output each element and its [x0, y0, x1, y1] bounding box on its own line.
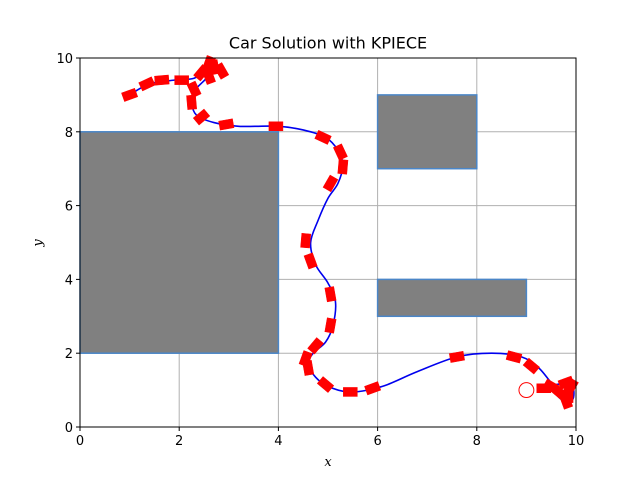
y-tick-label: 6	[65, 200, 73, 215]
axes-frame	[79, 57, 577, 428]
y-axis-label: y	[31, 239, 46, 248]
y-tick-label: 8	[65, 126, 73, 141]
x-tick-label: 2	[175, 434, 183, 449]
y-tick-label: 2	[65, 347, 73, 362]
car-state-marker	[333, 143, 348, 161]
car-state-marker	[218, 118, 235, 131]
plot-area: 0 2 4 6 8 10 0 2 4 6 8 10	[56, 52, 584, 449]
x-tick-label: 10	[568, 434, 585, 449]
car-state-marker	[322, 174, 339, 193]
car-state-marker	[522, 357, 540, 375]
car-state-marker	[174, 75, 189, 85]
goal-region	[518, 382, 535, 399]
car-state-marker	[268, 121, 284, 132]
car-state-marker	[505, 350, 523, 364]
car-state-marker	[186, 94, 197, 110]
car-state-marker	[324, 317, 337, 334]
car-state-marker	[307, 337, 324, 355]
car-state-marker	[557, 375, 575, 390]
y-tick-label: 4	[65, 273, 73, 288]
car-state-marker	[192, 108, 211, 126]
car-state-marker	[302, 359, 315, 376]
car-state-marker	[186, 80, 202, 98]
chart-title: Car Solution with KPIECE	[229, 34, 427, 53]
car-state-marker	[121, 87, 139, 102]
car-state-marker	[154, 74, 170, 86]
car-state-marker	[202, 68, 216, 85]
x-tick-label: 6	[373, 434, 381, 449]
x-axis-label: x	[324, 455, 332, 470]
car-state-marker	[448, 350, 465, 363]
car-state-marker	[316, 376, 335, 393]
x-tick-label: 4	[274, 434, 282, 449]
y-tick-label: 0	[65, 421, 73, 436]
x-tick-label: 8	[473, 434, 481, 449]
car-state-marker	[213, 62, 230, 80]
x-tick-label: 0	[76, 434, 84, 449]
car-state-marker	[138, 76, 156, 92]
y-tick-label: 10	[56, 52, 73, 67]
car-state-marker	[324, 286, 337, 303]
car-state-marker	[364, 381, 382, 396]
car-state-marker	[536, 383, 552, 394]
obstacle	[376, 278, 528, 318]
obstacle	[376, 94, 478, 170]
car-state-marker	[343, 387, 358, 397]
car-state-marker	[314, 129, 332, 145]
car-state-marker	[300, 233, 312, 249]
car-state-marker	[337, 159, 349, 175]
car-state-marker	[303, 252, 318, 270]
obstacle	[79, 131, 280, 354]
